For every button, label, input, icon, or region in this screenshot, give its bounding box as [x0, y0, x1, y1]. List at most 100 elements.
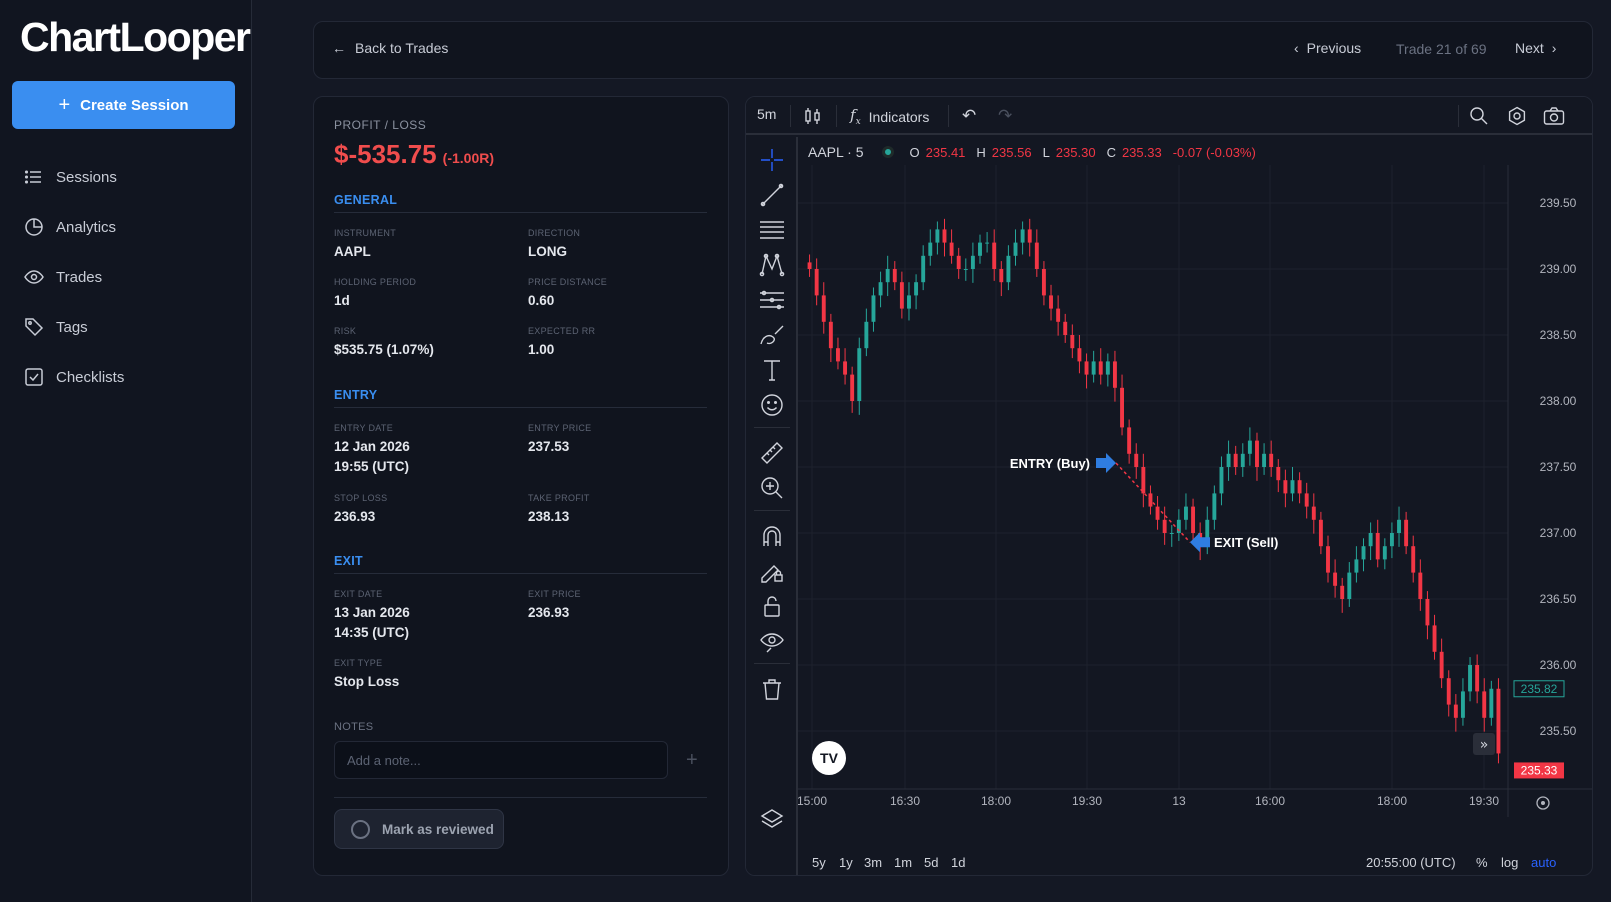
entry-price-label: ENTRY PRICE	[528, 423, 592, 433]
trash-icon[interactable]	[759, 676, 785, 702]
mark-reviewed-button[interactable]: Mark as reviewed	[334, 809, 504, 849]
chevron-left-icon: ‹	[1294, 40, 1299, 56]
candle-body	[1354, 559, 1359, 573]
divider	[334, 573, 707, 574]
range-3m[interactable]: 3m	[864, 855, 883, 870]
notes-label: NOTES	[334, 721, 374, 733]
layers-icon[interactable]	[759, 807, 785, 833]
magnet-icon[interactable]	[759, 523, 785, 549]
range-1y[interactable]: 1y	[839, 855, 853, 870]
redo-button[interactable]: ↷	[998, 106, 1012, 126]
candle-body	[1368, 533, 1373, 547]
candle-body	[1468, 665, 1472, 692]
candlestick-chart[interactable]: 239.50 239.00 238.50 238.00 237.50 237.00 236.…	[798, 137, 1593, 817]
symbol-label[interactable]: AAPL · 5	[808, 144, 864, 160]
exit-price-label: EXIT PRICE	[528, 589, 581, 599]
sidebar-item-tags[interactable]: Tags	[24, 313, 88, 341]
crosshair-icon[interactable]	[759, 147, 785, 173]
settings-button[interactable]	[1507, 106, 1527, 126]
close-value: 235.33	[1121, 144, 1162, 160]
profit-loss-r: (-1.00R)	[442, 150, 495, 166]
pattern-icon[interactable]	[759, 252, 785, 278]
candle-body	[907, 295, 911, 309]
indicators-button[interactable]: fx Indicators	[850, 106, 929, 127]
chart-type-button[interactable]	[804, 106, 822, 126]
trend-line-icon[interactable]	[759, 182, 785, 208]
text-icon[interactable]	[759, 357, 785, 383]
ruler-icon[interactable]	[759, 440, 785, 466]
log-toggle[interactable]: log	[1501, 855, 1519, 870]
zoom-in-icon[interactable]	[759, 475, 785, 501]
range-1m[interactable]: 1m	[894, 855, 913, 870]
app-logo[interactable]: ChartLooper	[20, 14, 251, 60]
high-key: H	[976, 144, 986, 160]
candle-body	[1326, 546, 1330, 573]
entry-date-label: ENTRY DATE	[334, 423, 394, 433]
candle-body	[850, 374, 855, 401]
range-1d[interactable]: 1d	[951, 855, 966, 870]
quick-search-button[interactable]	[1469, 106, 1489, 126]
direction-label: DIRECTION	[528, 228, 581, 238]
x-tick-label: 19:30	[1469, 794, 1499, 808]
interval-button[interactable]: 5m	[757, 106, 777, 122]
exit-date-label: EXIT DATE	[334, 589, 383, 599]
candle-body	[1233, 453, 1238, 467]
camera-icon	[1543, 107, 1565, 125]
candle-body	[1120, 387, 1124, 428]
entry-price-value: 237.53	[528, 439, 570, 454]
current-price-label: 235.82	[1521, 682, 1558, 696]
candle-body	[899, 282, 904, 309]
add-note-button[interactable]: +	[686, 749, 698, 771]
candle-body	[1475, 665, 1480, 692]
candle-body	[1034, 242, 1039, 269]
candle-body	[1389, 533, 1394, 547]
candle-body	[1212, 493, 1217, 520]
candle-body	[963, 269, 968, 270]
candle-body	[1134, 453, 1139, 467]
emoji-icon[interactable]	[759, 392, 785, 418]
take-profit-value: 238.13	[528, 509, 570, 524]
instrument-value: AAPL	[334, 244, 371, 259]
candle-body	[1084, 361, 1089, 375]
candle-body	[978, 242, 982, 256]
candle-body	[1162, 519, 1167, 533]
undo-button[interactable]: ↶	[962, 106, 976, 126]
candle-body	[914, 282, 919, 296]
stop-loss-value: 236.93	[334, 509, 376, 524]
timezone-display[interactable]: 20:55:00 (UTC)	[1366, 855, 1456, 870]
sidebar-item-trades[interactable]: Trades	[24, 263, 102, 291]
tradingview-logo[interactable]: TV	[812, 741, 846, 775]
function-icon: fx	[850, 106, 861, 127]
lock-drawings-icon[interactable]	[759, 558, 785, 584]
candle-body	[1382, 546, 1387, 560]
next-label: Next	[1515, 40, 1544, 56]
hide-drawings-icon[interactable]	[759, 628, 785, 654]
sidebar-item-checklists[interactable]: Checklists	[24, 363, 124, 391]
note-input[interactable]	[334, 741, 668, 779]
auto-toggle[interactable]: auto	[1531, 855, 1557, 870]
back-to-trades-link[interactable]: ← Back to Trades	[332, 40, 448, 56]
x-tick-label: 18:00	[981, 794, 1011, 808]
screenshot-button[interactable]	[1543, 106, 1565, 126]
sidebar-item-analytics[interactable]: Analytics	[24, 213, 116, 241]
sidebar-item-sessions[interactable]: Sessions	[24, 163, 117, 191]
create-session-button[interactable]: + Create Session	[12, 81, 235, 129]
brush-icon[interactable]	[759, 322, 785, 348]
chart-plot-area[interactable]: 239.50 239.00 238.50 238.00 237.50 237.00 236.…	[798, 137, 1593, 875]
candle-body	[1049, 295, 1053, 309]
chevron-right-icon: ›	[1551, 40, 1557, 56]
fib-retracement-icon[interactable]	[759, 217, 785, 243]
candle-body	[1318, 519, 1323, 547]
candle-body	[970, 255, 975, 269]
entry-time-value: 19:55 (UTC)	[334, 459, 410, 474]
lock-icon[interactable]	[759, 593, 785, 619]
next-trade-button[interactable]: Next ›	[1515, 40, 1556, 56]
previous-trade-button[interactable]: ‹ Previous	[1294, 40, 1361, 56]
range-5y[interactable]: 5y	[812, 855, 826, 870]
candle-body	[871, 295, 876, 322]
range-5d[interactable]: 5d	[924, 855, 939, 870]
candle-body	[1027, 229, 1032, 243]
arrow-left-icon: ←	[332, 40, 346, 56]
prediction-icon[interactable]	[759, 287, 785, 313]
percent-toggle[interactable]: %	[1476, 855, 1488, 870]
